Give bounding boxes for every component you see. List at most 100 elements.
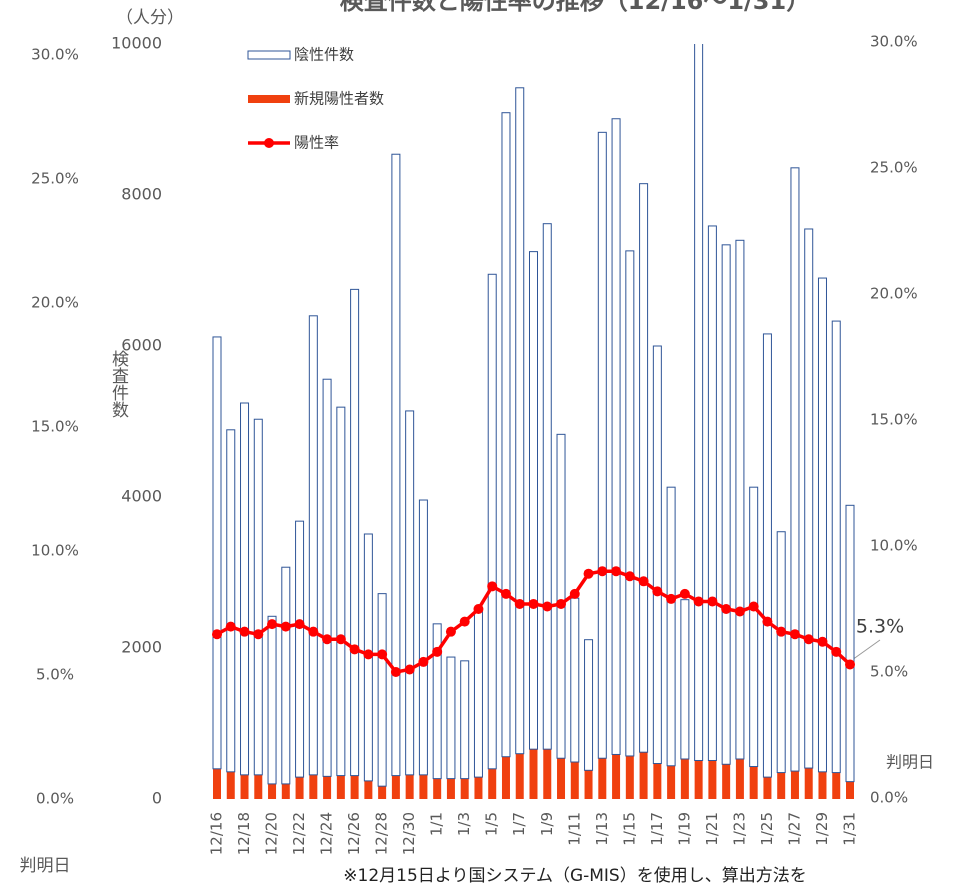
x-tick-label: 12/20 (263, 812, 281, 855)
bar-segment (336, 406, 346, 777)
rate-marker (225, 621, 236, 632)
x-axis-label: 判明日 (886, 753, 934, 772)
bar-segment (336, 775, 345, 799)
bar-segment (308, 315, 318, 776)
x-tick-label: 12/24 (318, 812, 336, 855)
rate-marker (212, 629, 222, 640)
bar-segment (639, 183, 649, 753)
y2-tick-label: 30.0% (870, 33, 918, 51)
rate-marker (308, 626, 319, 637)
rate-marker (817, 636, 828, 647)
rate-marker (473, 604, 484, 614)
rate-marker (762, 616, 773, 627)
rate-marker (748, 601, 759, 612)
bar-segment (749, 486, 759, 768)
x-tick-label: 1/13 (593, 812, 611, 846)
bar-segment (818, 771, 827, 799)
bar-segment (584, 639, 594, 771)
bar-segment (653, 763, 662, 799)
bar-segment (350, 775, 359, 799)
rate-marker (390, 667, 401, 677)
x-tick-label: 1/25 (758, 812, 776, 846)
bar-segment (612, 754, 621, 799)
bar-segment (323, 776, 332, 799)
bar-segment (831, 320, 841, 774)
y2-tick-label: 25.0% (870, 159, 918, 177)
bar-segment (777, 772, 786, 799)
rate-marker (679, 588, 690, 599)
bar-segment (625, 250, 635, 757)
rate-marker (734, 606, 745, 617)
legend-swatch (264, 138, 274, 148)
legend-label: 陰性件数 (294, 46, 354, 64)
rate-marker (707, 596, 718, 607)
bar-segment (570, 762, 579, 799)
bar-segment (391, 775, 400, 799)
bar-segment (708, 760, 717, 799)
bar-segment (597, 131, 607, 759)
bar-segment (350, 288, 360, 777)
bar-segment (542, 223, 552, 750)
legend-swatch (248, 95, 290, 103)
rate-marker (253, 629, 264, 640)
rate-marker (418, 656, 429, 667)
bar-segment (501, 112, 511, 758)
rate-marker (693, 596, 704, 607)
bar-segment (804, 768, 813, 799)
bar-segment (460, 660, 470, 780)
bar-segment (543, 749, 552, 799)
rate-marker (500, 588, 511, 599)
rate-marker (638, 576, 649, 587)
rate-marker (597, 566, 608, 577)
bar-segment (281, 783, 290, 799)
y-unit: （人分） (116, 8, 184, 28)
bar-segment (405, 410, 415, 776)
data-label: 5.3% (856, 616, 904, 638)
plot-area (212, 44, 855, 799)
x-axis-label: 判明日 (20, 856, 71, 876)
x-tick-label: 1/3 (455, 812, 473, 836)
rate-marker (267, 619, 278, 630)
legend-swatch (247, 50, 291, 60)
x-tick-label: 1/17 (648, 812, 666, 846)
y-tick-label: 30.0% (31, 46, 79, 64)
bar-segment (432, 623, 442, 780)
x-tick-label: 12/22 (290, 812, 308, 855)
rate-marker (583, 568, 594, 579)
x-tick-label: 12/30 (400, 812, 418, 855)
x-tick-label: 12/28 (373, 812, 391, 855)
rate-marker (514, 598, 525, 609)
bar-segment (419, 774, 428, 799)
bar-segment (213, 768, 221, 799)
bar-segment (268, 783, 277, 799)
bar-segment (680, 758, 689, 799)
bar-segment (515, 87, 525, 755)
rate-marker (611, 566, 622, 577)
x-tick-label: 1/23 (730, 812, 748, 846)
y-tick-label: 15.0% (31, 418, 79, 436)
rate-marker (432, 646, 443, 657)
bar-segment (721, 244, 731, 765)
rate-marker (666, 593, 677, 604)
bar-segment (762, 333, 772, 778)
x-tick-label: 1/5 (483, 812, 501, 836)
y-tick-label: 6000 (121, 336, 162, 355)
bar-segment (226, 771, 235, 799)
bar-segment (418, 499, 428, 776)
bar-segment (446, 656, 456, 780)
bar-segment (515, 753, 524, 799)
rate-marker (280, 621, 291, 632)
bar-segment (694, 44, 704, 761)
x-tick-label: 12/26 (345, 812, 363, 855)
y-tick-label: 4000 (121, 487, 162, 506)
y-tick-label: 25.0% (31, 170, 79, 188)
rate-marker (528, 598, 539, 609)
bar-segment (735, 758, 744, 799)
bar-segment (707, 225, 717, 761)
bar-segment (433, 778, 442, 799)
bar-segment (405, 774, 414, 799)
bar-segment (557, 758, 566, 799)
rate-marker (652, 586, 663, 597)
rate-marker (459, 616, 470, 627)
rate-marker (445, 626, 456, 637)
